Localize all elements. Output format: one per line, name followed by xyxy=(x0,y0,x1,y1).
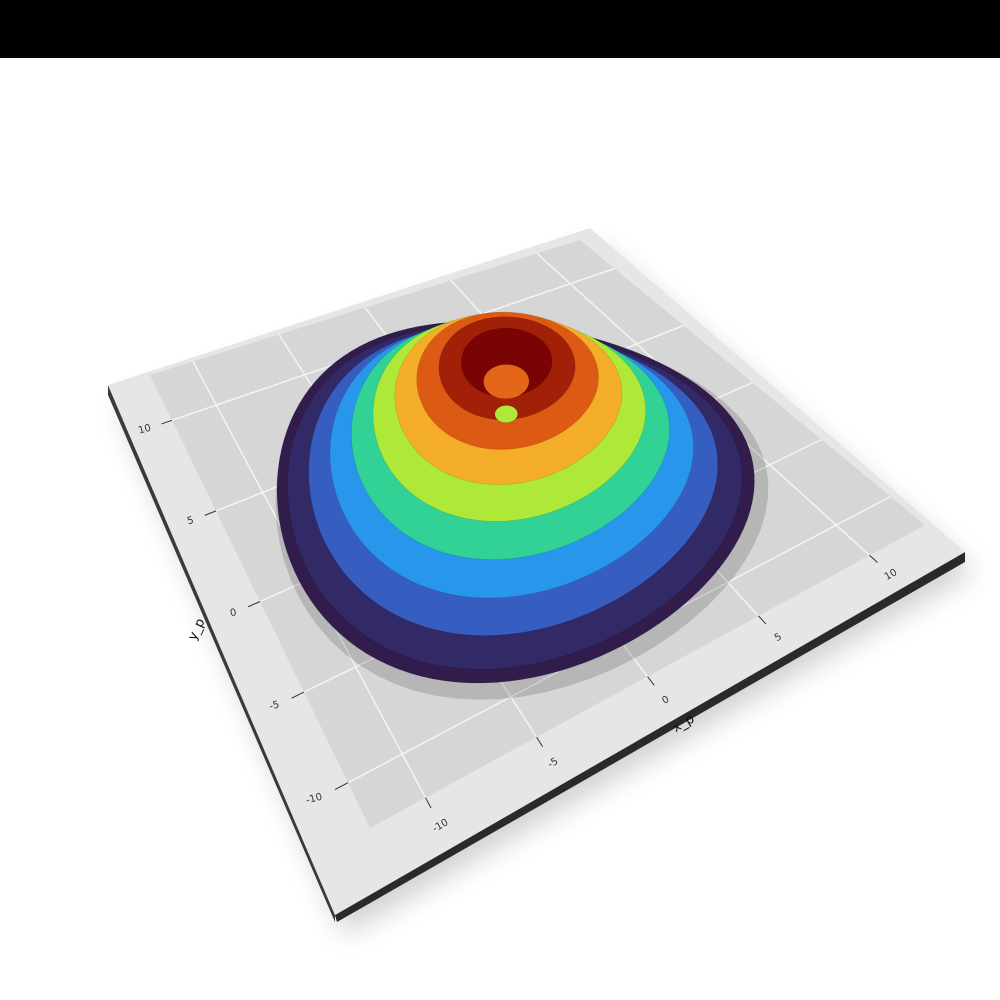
x-tick-label: -5 xyxy=(546,756,560,771)
y-tick xyxy=(247,601,261,608)
y-tick-label: -5 xyxy=(268,699,280,712)
x-tick-label: 5 xyxy=(773,631,784,644)
y-tick-label: -10 xyxy=(305,792,324,807)
y-tick-label: 0 xyxy=(229,607,238,619)
y-tick-label: 10 xyxy=(137,423,152,437)
x-tick xyxy=(536,736,544,748)
y-tick xyxy=(204,510,217,516)
y-tick-label: 5 xyxy=(186,515,195,527)
y-tick xyxy=(334,782,349,791)
surface-ring xyxy=(494,405,518,423)
x-tick xyxy=(869,554,878,563)
y-tick xyxy=(291,691,305,699)
x-tick xyxy=(758,615,767,625)
surface-ring xyxy=(483,364,530,400)
x-tick xyxy=(425,797,432,809)
board-edge xyxy=(108,385,335,922)
x-tick-label: 10 xyxy=(883,567,900,583)
x-tick xyxy=(647,676,655,686)
x-tick-label: 0 xyxy=(660,694,671,707)
top-bar xyxy=(0,0,1000,58)
y-tick xyxy=(161,419,173,425)
board-edge xyxy=(335,552,965,922)
